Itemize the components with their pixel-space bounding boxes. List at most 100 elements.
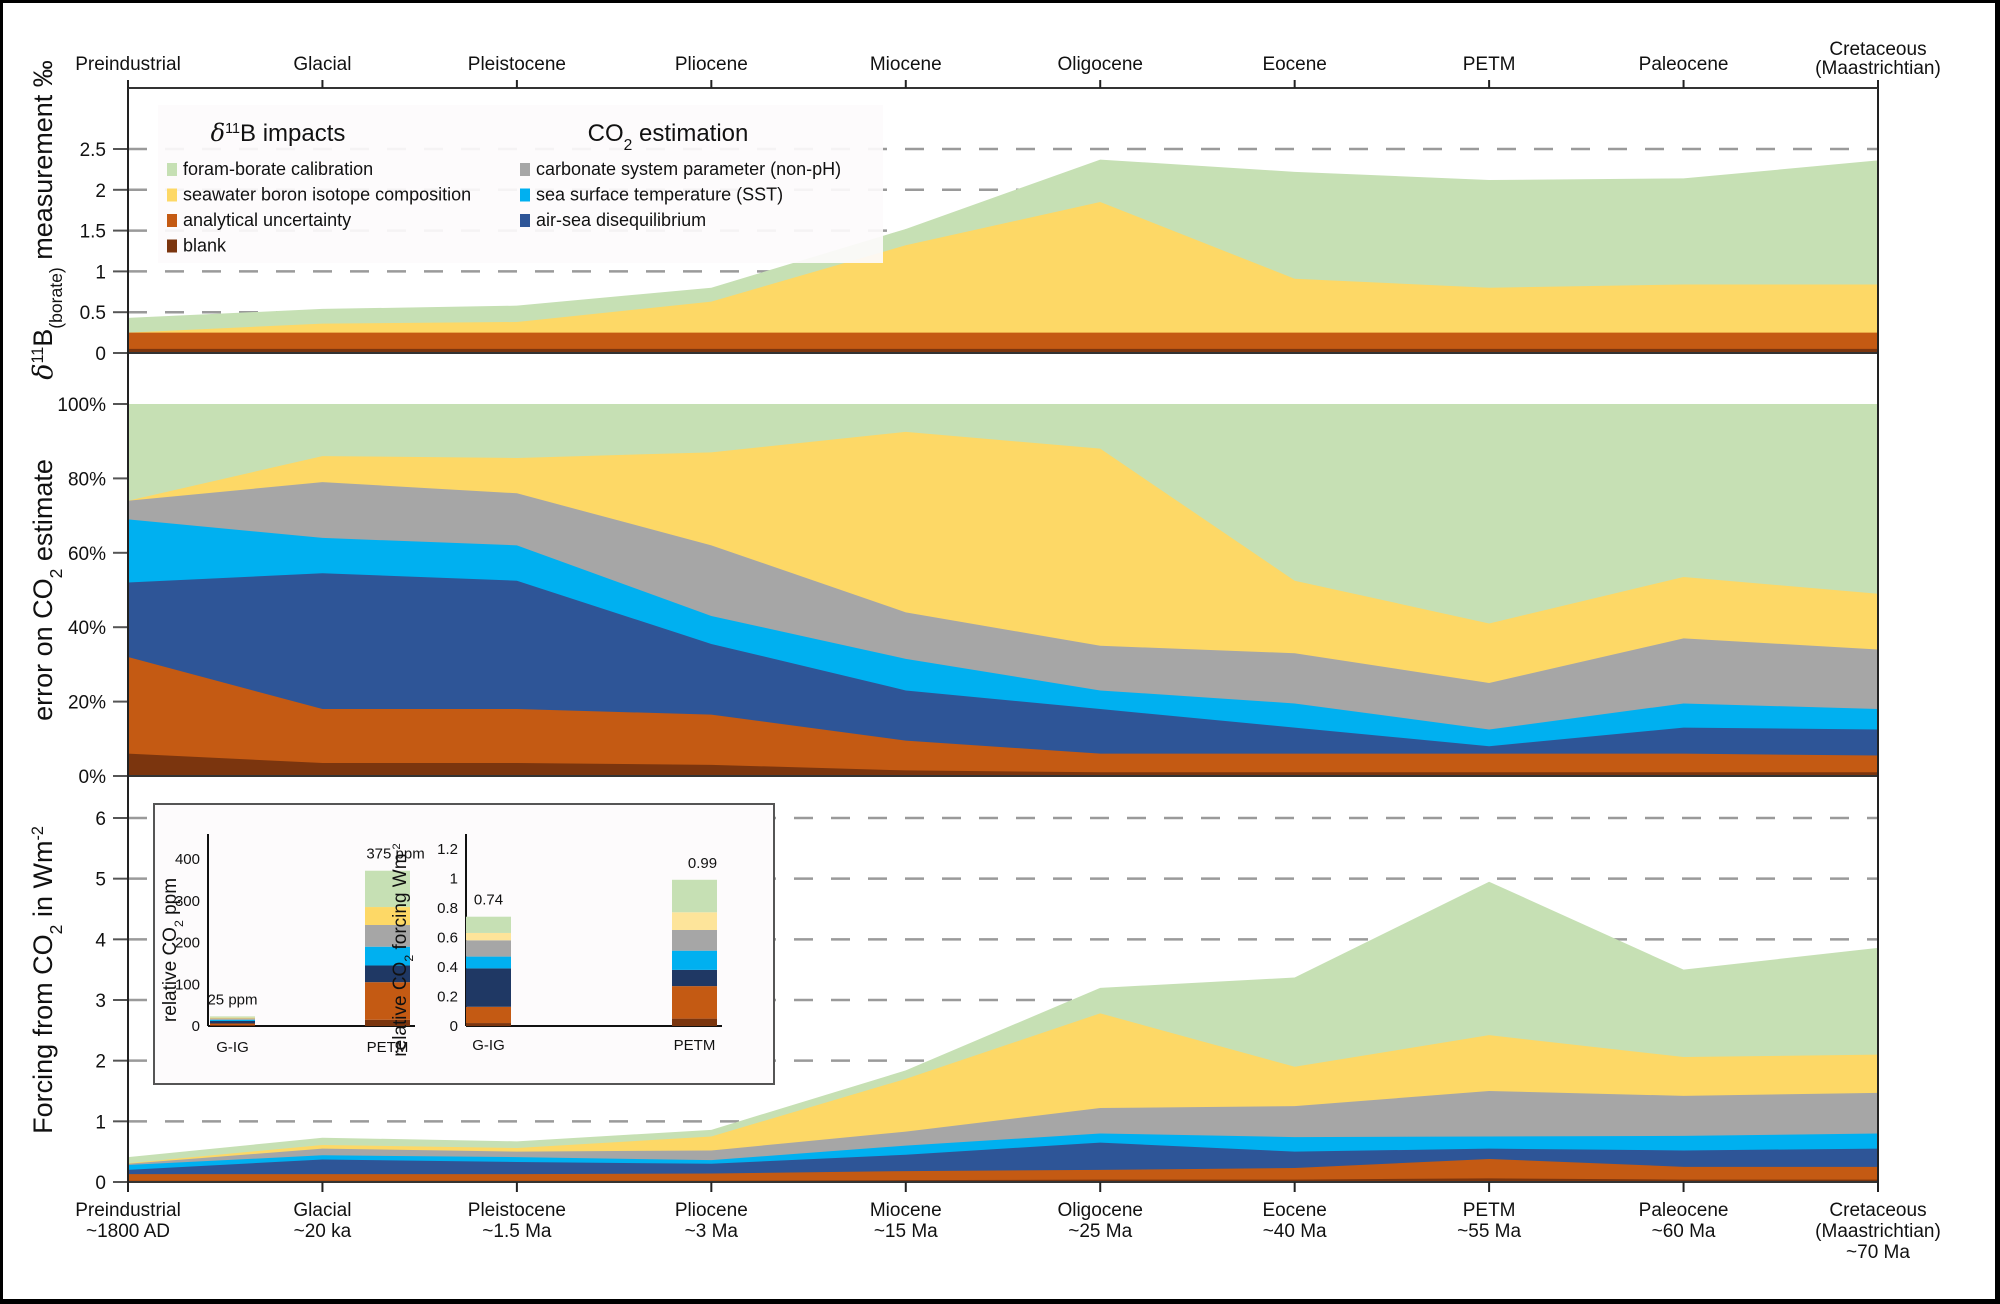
inset-category-label: PETM <box>367 1039 409 1056</box>
inset-bar-segment <box>210 1019 255 1021</box>
inset-bar-segment <box>365 907 410 925</box>
inset-bar-segment <box>365 946 410 966</box>
inset-total-label: 25 ppm <box>207 991 257 1008</box>
inset-box <box>153 803 775 1085</box>
bottom-category-label: ~55 Ma <box>1457 1221 1521 1242</box>
bottom-category-label: Pleistocene <box>468 1200 566 1221</box>
legend-label: foram-borate calibration <box>183 159 373 179</box>
y-tick-label: 3 <box>95 991 106 1012</box>
inset-bar-segment <box>466 1006 511 1024</box>
inset-bar-segment <box>210 1025 255 1026</box>
inset-y-axis-title: relative CO2 ppm <box>160 878 186 1022</box>
inset-y-tick-label: 1.2 <box>437 841 458 858</box>
top-category-label: Preindustrial <box>75 54 181 75</box>
y-tick-label: 2 <box>95 181 106 202</box>
top-category-label: Glacial <box>293 54 351 75</box>
y-tick-label: 1 <box>95 1112 106 1133</box>
y-tick-label: 0 <box>95 344 106 365</box>
inset-total-label: 0.74 <box>474 892 503 909</box>
bottom-category-label: Pliocene <box>675 1200 748 1221</box>
top-category-label: PETM <box>1463 54 1516 75</box>
inset-bar-segment <box>210 1017 255 1019</box>
inset-bar-segment <box>365 982 410 1020</box>
top-category-label: Paleocene <box>1639 54 1729 75</box>
top-category-label: (Maastrichtian) <box>1815 58 1941 79</box>
inset-bar-segment <box>365 965 410 983</box>
legend-label: sea surface temperature (SST) <box>536 185 783 205</box>
inset-bar-segment <box>466 932 511 941</box>
inset-bar-segment <box>466 916 511 933</box>
panel-middle: 0% 20% 40% 60% 80% 100% <box>57 395 1878 788</box>
inset-bar-segment <box>672 986 717 1019</box>
inset-bar-segment <box>210 1023 255 1026</box>
inset-y-tick-label: 0 <box>450 1018 458 1035</box>
legend-title-co2: CO2 estimation <box>588 120 749 154</box>
legend-swatch <box>520 214 530 227</box>
inset-category-label: G-IG <box>216 1039 249 1056</box>
panel-bottom: 0 1 2 3 4 5 6 <box>95 809 1878 1194</box>
y-tick-label: 0.5 <box>80 303 106 324</box>
bottom-category-label: PETM <box>1463 1200 1516 1221</box>
area-analytical-uncertainty <box>128 656 1878 776</box>
bottom-category-label: Oligocene <box>1057 1200 1143 1221</box>
y-tick-label: 20% <box>68 693 106 714</box>
inset-bar-segment <box>466 968 511 1007</box>
bottom-category-label: ~1800 AD <box>86 1221 170 1242</box>
y-tick-label: 0% <box>79 767 107 788</box>
inset-y-tick-label: 200 <box>175 935 200 952</box>
inset-category-label: G-IG <box>472 1037 505 1054</box>
inset-bar-segment <box>466 1023 511 1026</box>
top-category-label: Pleistocene <box>468 54 566 75</box>
inset-y-tick-label: 0.8 <box>437 900 458 917</box>
chart-svg: 00.511.522.5 0%20%40%60%80%100% 0123456 … <box>28 39 1941 1263</box>
legend-box <box>158 105 883 263</box>
inset-bar-segment <box>365 1019 410 1026</box>
legend-swatch <box>520 163 530 176</box>
inset-y-tick-label: 100 <box>175 976 200 993</box>
legend-label: carbonate system parameter (non-pH) <box>536 159 841 179</box>
inset-y-tick-label: 1 <box>450 870 458 887</box>
inset-bar-segment <box>672 912 717 930</box>
inset-y-tick-label: 0 <box>192 1018 200 1035</box>
y-axis-title-bottom: Forcing from CO2 in Wm-2 <box>28 826 66 1134</box>
inset-y-tick-label: 0.6 <box>437 929 458 946</box>
bottom-category-label: (Maastrichtian) <box>1815 1221 1941 1242</box>
y-tick-label: 2.5 <box>80 140 106 161</box>
y-tick-label: 4 <box>95 930 106 951</box>
inset-bar-segment <box>210 1020 255 1024</box>
top-category-label: Oligocene <box>1057 54 1143 75</box>
inset-bar-segment <box>672 879 717 913</box>
bottom-category-label: Eocene <box>1262 1200 1326 1221</box>
bottom-category-label: ~40 Ma <box>1263 1221 1327 1242</box>
inset-bar-segment <box>210 1016 255 1018</box>
y-axis-title-middle: error on CO2 estimate <box>28 459 66 721</box>
inset-bar-segment <box>365 924 410 947</box>
y-tick-label: 1 <box>95 262 106 283</box>
legend-swatch <box>167 163 177 176</box>
y-tick-label: 5 <box>95 870 106 891</box>
bottom-category-label: ~60 Ma <box>1652 1221 1716 1242</box>
legend-swatch <box>167 188 177 202</box>
y-tick-label: 0 <box>95 1173 106 1194</box>
y-tick-label: 100% <box>57 395 106 416</box>
legend-label: analytical uncertainty <box>183 210 351 230</box>
bottom-category-label: ~20 ka <box>294 1221 352 1242</box>
legend: δ11B impacts CO2 estimation foram-borate c… <box>158 105 883 263</box>
inset-bar-segment <box>672 1018 717 1026</box>
bottom-category-label: Preindustrial <box>75 1200 181 1221</box>
inset-bar-segment <box>466 956 511 969</box>
inset-total-label: 0.99 <box>688 855 717 872</box>
y-tick-label: 40% <box>68 618 106 639</box>
inset-y-tick-label: 0.4 <box>437 959 458 976</box>
legend-swatch <box>167 214 177 227</box>
inset-y-tick-label: 0.2 <box>437 988 458 1005</box>
inset-y-tick-label: 400 <box>175 851 200 868</box>
inset-bar-segment <box>672 950 717 970</box>
bottom-category-label: Glacial <box>293 1200 351 1221</box>
bottom-category-label: ~15 Ma <box>874 1221 938 1242</box>
area-blank <box>128 348 1878 353</box>
top-category-label: Pliocene <box>675 54 748 75</box>
area-analytical-uncertainty <box>128 332 1878 353</box>
y-tick-label: 6 <box>95 809 106 830</box>
